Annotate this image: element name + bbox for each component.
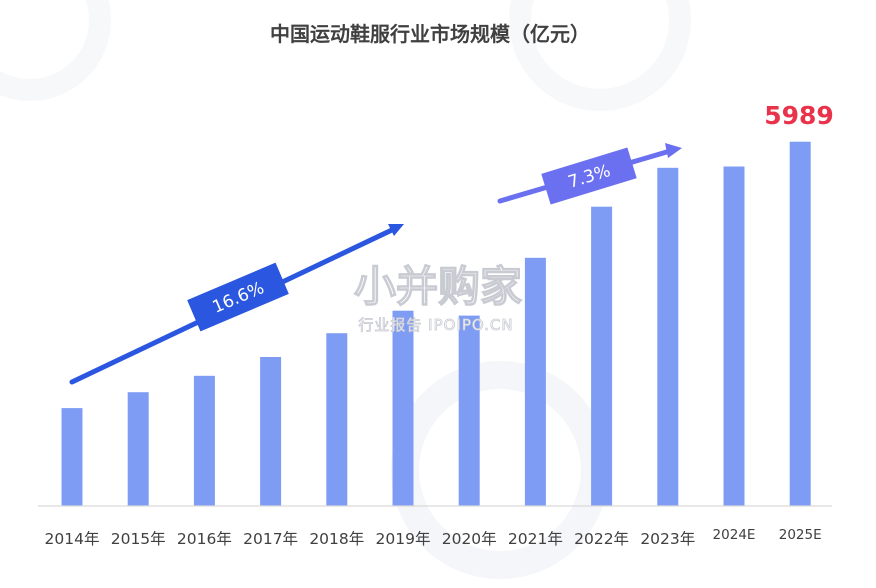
x-tick-2016年: 2016年 bbox=[177, 530, 232, 548]
growth-arrow-2014-2019: 16.6% bbox=[69, 224, 404, 385]
bar-2020年 bbox=[458, 315, 480, 506]
bar-2019年 bbox=[392, 310, 414, 506]
bar-2023年 bbox=[657, 167, 679, 507]
x-tick-2018年: 2018年 bbox=[309, 530, 364, 548]
x-tick-2022年: 2022年 bbox=[574, 530, 629, 548]
x-tick-labels: 2014年 2015年 2016年 2017年 2018年 2019年 2020年 2021年… bbox=[45, 527, 822, 548]
arrow-head-long bbox=[388, 224, 404, 236]
cagr-badge-2: 7.3% bbox=[541, 147, 637, 205]
bar-2017年 bbox=[260, 357, 282, 506]
x-tick-2017年: 2017年 bbox=[243, 530, 298, 548]
bar-2018年 bbox=[326, 333, 348, 506]
bar-2021年 bbox=[524, 257, 546, 506]
bar-2025E bbox=[789, 141, 811, 506]
bar-2022年 bbox=[591, 206, 613, 506]
cagr-badge-bg-1 bbox=[187, 262, 289, 332]
x-tick-2019年: 2019年 bbox=[376, 530, 431, 548]
bar-2015年 bbox=[127, 392, 149, 506]
chart-title: 中国运动鞋服行业市场规模（亿元） bbox=[270, 22, 590, 46]
watermark-subtitle: 行业报告 IPOIPO.CN bbox=[358, 316, 513, 334]
cagr-badge-1: 16.6% bbox=[187, 262, 289, 332]
x-tick-2024E: 2024E bbox=[713, 527, 756, 543]
arrow-head-short bbox=[665, 143, 682, 158]
x-tick-2021年: 2021年 bbox=[508, 530, 563, 548]
watermark: 小并购家 行业报告 IPOIPO.CN bbox=[353, 261, 522, 334]
bar-group bbox=[61, 141, 811, 507]
bar-2024E bbox=[723, 166, 745, 506]
growth-arrow-2021-2025: 7.3% bbox=[497, 143, 682, 205]
x-tick-2025E: 2025E bbox=[779, 527, 822, 543]
x-tick-2014年: 2014年 bbox=[45, 530, 100, 548]
x-tick-2015年: 2015年 bbox=[111, 530, 166, 548]
x-tick-2023年: 2023年 bbox=[640, 530, 695, 548]
data-label-2025E: 5989 bbox=[764, 101, 834, 130]
watermark-title: 小并购家 bbox=[354, 262, 522, 311]
bar-2016年 bbox=[193, 375, 215, 506]
x-tick-2020年: 2020年 bbox=[442, 530, 497, 548]
bar-2014年 bbox=[61, 408, 83, 506]
cagr-badge-bg-2 bbox=[541, 147, 637, 205]
